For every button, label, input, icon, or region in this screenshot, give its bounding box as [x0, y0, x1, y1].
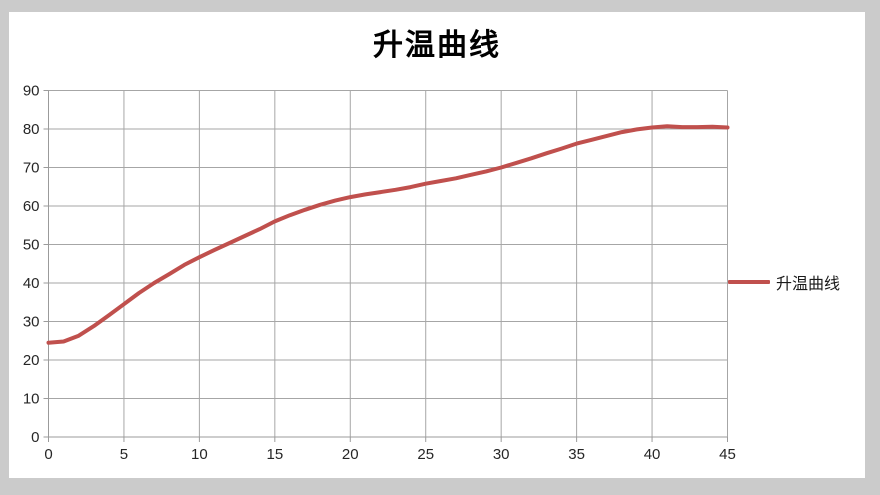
legend: 升温曲线 [728, 270, 840, 294]
legend-line-swatch [728, 280, 770, 284]
y-tick-label: 20 [23, 352, 40, 369]
x-tick-label: 40 [644, 446, 661, 463]
x-tick-label: 20 [342, 446, 359, 463]
y-tick-label: 10 [23, 391, 40, 408]
chart-title: 升温曲线 [373, 29, 501, 62]
y-tick-label: 70 [23, 160, 40, 177]
y-tick-label: 0 [31, 429, 39, 446]
x-tick-label: 15 [266, 446, 283, 463]
chart-area: 升温曲线 0 10 20 30 40 50 60 70 80 90 0 5 10 15 20 25 30 35 40… [9, 12, 865, 478]
x-tick-label: 25 [417, 446, 434, 463]
y-tick-label: 50 [23, 237, 40, 254]
line-plot: 0 10 20 30 40 50 60 70 80 90 0 5 10 15 20 25 30 35 40 45 [23, 83, 736, 464]
y-tick-label: 60 [23, 198, 40, 215]
x-tick-label: 35 [568, 446, 585, 463]
y-tick-label: 80 [23, 121, 40, 138]
x-tick-label: 45 [719, 446, 736, 463]
temperature-curve [46, 124, 730, 345]
x-tick-label: 30 [493, 446, 510, 463]
y-tick-label: 30 [23, 314, 40, 331]
y-tick-label: 90 [23, 83, 40, 100]
x-tick-label: 10 [191, 446, 208, 463]
x-tick-label: 0 [44, 446, 52, 463]
x-tick-label: 5 [120, 446, 128, 463]
legend-label: 升温曲线 [776, 276, 841, 293]
y-tick-label: 40 [23, 275, 40, 292]
